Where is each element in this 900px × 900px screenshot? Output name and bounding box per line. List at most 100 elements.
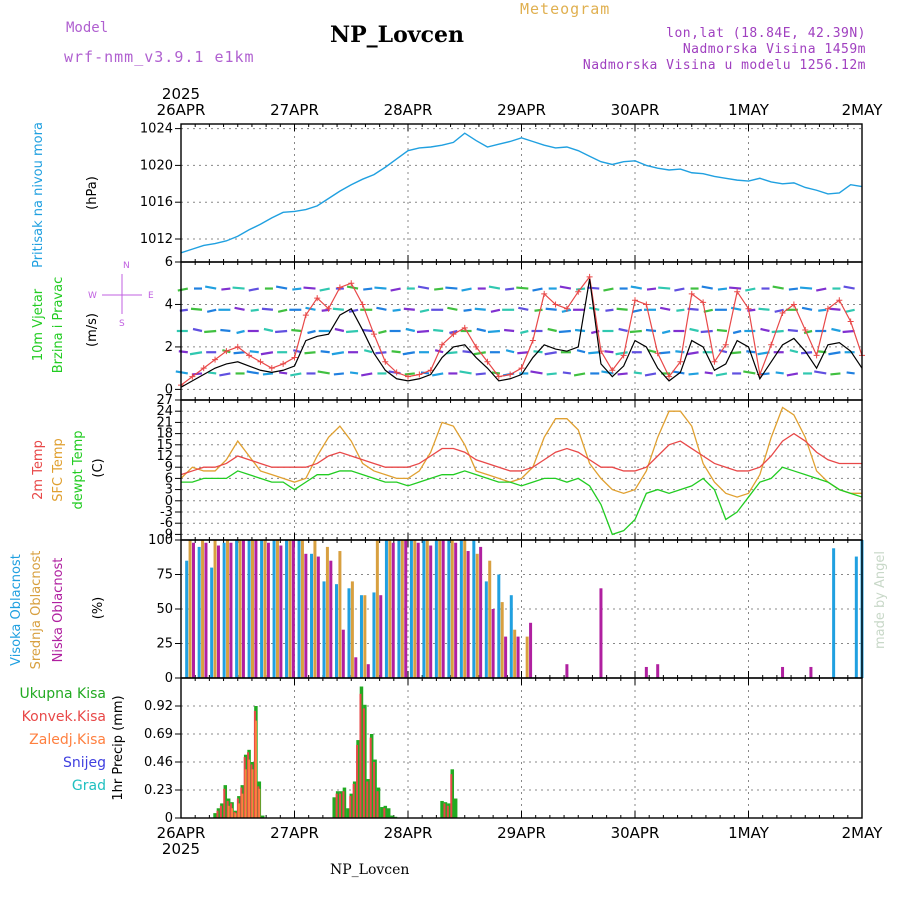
wind-arrow: [292, 287, 302, 291]
wind-arrow: [729, 286, 742, 290]
y-tick-label: 25: [156, 637, 173, 652]
wind-arrow: [463, 308, 472, 312]
wind-gust-marker: [234, 343, 241, 350]
wind-arrow: [345, 329, 359, 334]
wind-gust-marker: [348, 280, 355, 287]
y-tick-label: 15: [156, 438, 173, 453]
cloud-bar-low: [279, 545, 283, 678]
cloud-bar-mid: [463, 540, 467, 678]
cloud-high-label: Visoka Oblacnost: [9, 554, 24, 666]
wind-arrow: [434, 287, 444, 291]
wind-arrow: [246, 370, 259, 375]
precip-bar-frozen: [241, 793, 244, 818]
precip-bar-total: [440, 800, 444, 818]
cloud-bar-high: [222, 542, 226, 678]
wind-arrow: [178, 350, 188, 354]
y-tick-label: 21: [156, 415, 173, 430]
pressure-line: [180, 132, 863, 254]
precip-bar-frozen: [231, 808, 234, 818]
wind-arrow: [331, 351, 345, 356]
wind-arrow: [843, 285, 855, 290]
wind-arrow: [505, 287, 515, 291]
model-name: wrf-nmm_v3.9.1 e1km: [64, 48, 255, 66]
wind-arrow: [206, 308, 217, 313]
cloud-bar-mid: [263, 540, 267, 678]
wind-arrow: [405, 327, 416, 333]
wind-arrow: [787, 328, 798, 333]
precip-bar-frozen: [251, 769, 254, 818]
precip-bar-conv: [450, 774, 453, 818]
wind-gust-marker: [257, 358, 264, 365]
precip-bar-total: [346, 808, 350, 818]
cloud-bar-low: [429, 545, 433, 678]
x-tick-label-top: 29APR: [497, 101, 546, 119]
wind-gust-marker: [632, 297, 638, 304]
y-tick-label: 1012: [140, 232, 173, 247]
x-tick-label-bottom: 29APR: [497, 824, 546, 842]
wind-gust-marker: [734, 288, 741, 295]
precip-bar-frozen: [234, 813, 237, 818]
x-tick-label-top: 26APR: [157, 101, 206, 119]
y-tick-label: 27: [156, 393, 173, 408]
wind-arrow: [716, 328, 728, 333]
pressure-unit-label: (hPa): [85, 176, 100, 210]
wind-arrow: [772, 285, 784, 290]
cloud-bar-mid: [363, 595, 367, 678]
wind-arrow: [646, 287, 657, 291]
wind-arrow: [278, 371, 288, 375]
y-tick-label: -3: [160, 505, 173, 520]
wind-gust-marker: [836, 297, 843, 304]
wind-arrow: [545, 307, 557, 311]
cloud-bar-low: [291, 540, 295, 678]
wind-arrow: [404, 372, 415, 376]
wind-arrow: [363, 349, 373, 354]
wind-arrow: [701, 285, 713, 290]
y-tick-label: 1024: [140, 122, 173, 137]
wind-arrow: [730, 306, 742, 311]
wind-arrow: [801, 306, 813, 311]
wind-arrow: [459, 370, 472, 375]
windrose-e: E: [148, 291, 154, 301]
wind-gust-marker: [666, 373, 673, 380]
wind-gust-marker: [620, 352, 627, 359]
wind-arrow: [332, 307, 344, 311]
precip-bar-conv: [376, 791, 379, 818]
wind-arrow: [192, 327, 203, 333]
precip-bar-conv: [335, 793, 338, 818]
y-tick-label: 18: [156, 427, 173, 442]
cloud-bar-mid: [325, 546, 329, 678]
y-tick-label: -9: [160, 527, 173, 542]
cloud-bar-high: [509, 595, 513, 678]
cloud-bar-low: [241, 540, 245, 678]
x-tick-label-bottom: 30APR: [611, 824, 660, 842]
cloud-bar-low: [191, 542, 195, 678]
wind-arrow: [416, 329, 430, 334]
wind-arrow: [562, 371, 572, 375]
cloud-bar-high: [272, 540, 276, 678]
cloud-bar-low: [304, 553, 308, 678]
wind-arrow: [786, 372, 799, 377]
wind-speed-line: [180, 278, 863, 388]
wind-arrow: [659, 306, 671, 311]
y-tick-label: 0.46: [144, 755, 173, 770]
temp-line-t2m: [180, 432, 862, 476]
wind-arrow: [816, 287, 827, 292]
wind-label-2: Brzina i Pravac: [51, 277, 66, 374]
wind-gust-marker: [790, 301, 797, 308]
precip-bar-conv: [383, 808, 386, 818]
precip-bar-frozen: [248, 759, 251, 818]
wind-arrow: [757, 351, 770, 356]
wind-arrow: [473, 351, 486, 356]
wind-gust-marker: [677, 358, 684, 365]
wind-arrow: [558, 329, 571, 334]
lonlat-label: lon,lat (18.84E, 42.39N): [666, 26, 866, 41]
wind-arrow: [319, 287, 330, 292]
wind-arrow: [675, 350, 685, 354]
cloud-bar-high: [484, 581, 488, 678]
cloud-bar-high: [185, 560, 189, 678]
meteogram-title: Meteogram: [520, 0, 611, 18]
wind-arrow: [546, 372, 557, 376]
wind-gust-marker: [609, 367, 616, 374]
wind-arrow: [374, 286, 387, 290]
